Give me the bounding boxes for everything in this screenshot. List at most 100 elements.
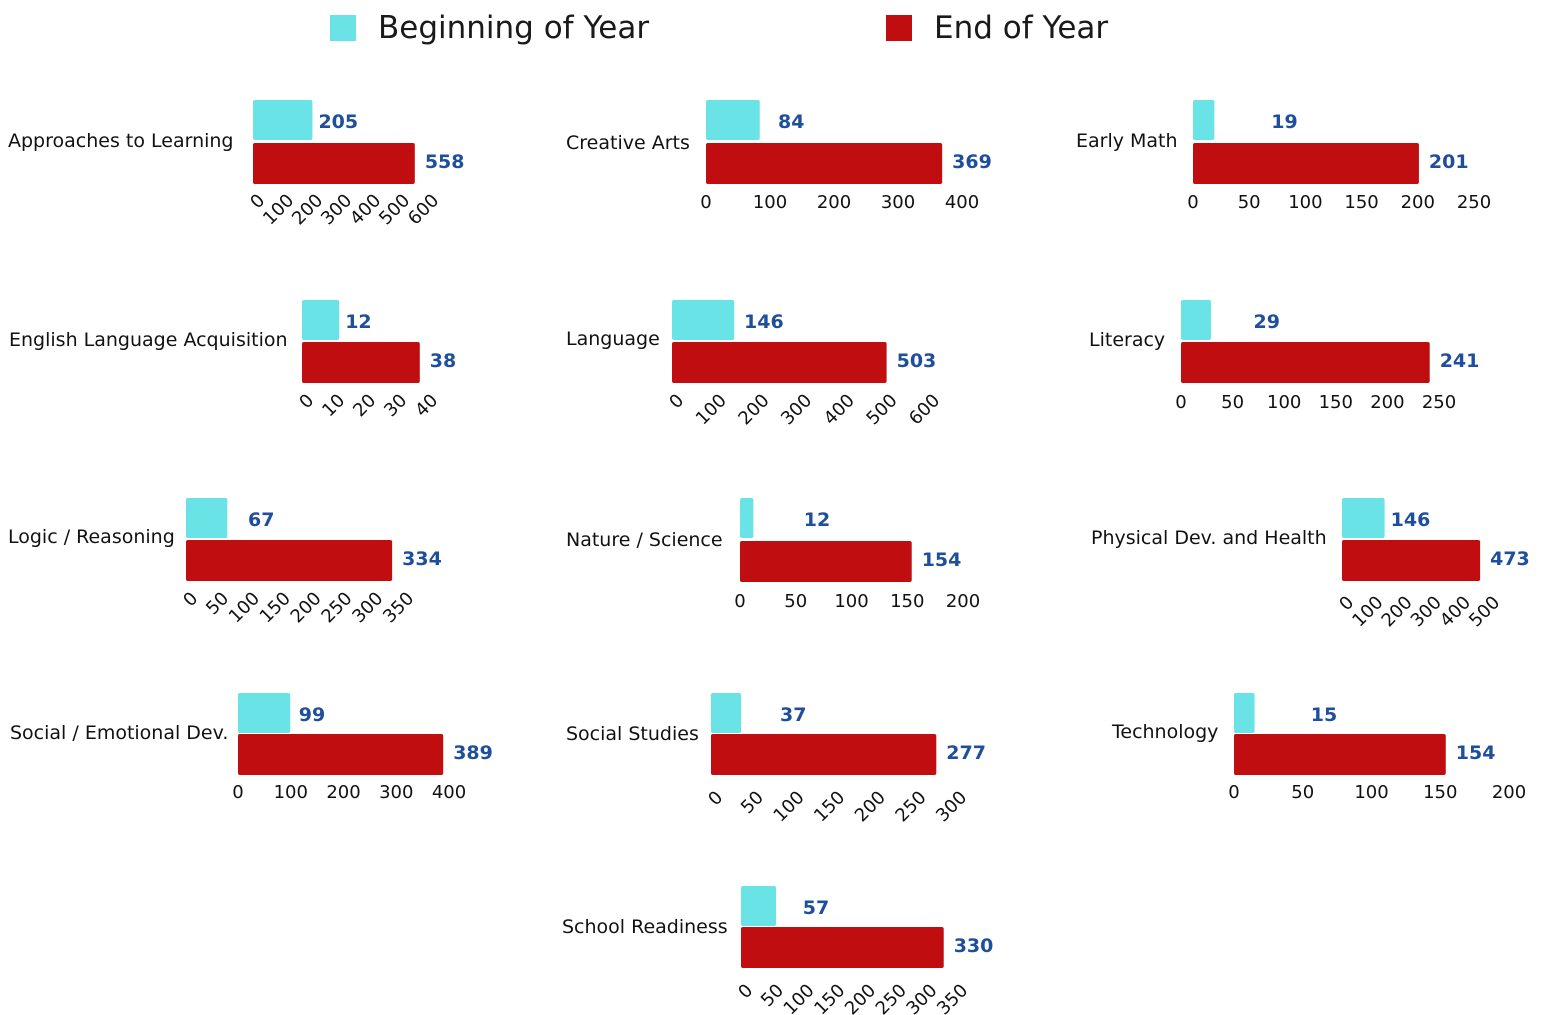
value-label-end: 503 xyxy=(897,350,937,372)
legend-swatch-beginning xyxy=(330,15,356,41)
bar-end-of-year[interactable] xyxy=(238,734,444,775)
tick-label: 0 xyxy=(734,980,757,1003)
tick-label: 20 xyxy=(349,390,380,421)
tick-label: 200 xyxy=(734,390,773,429)
category-label: Early Math xyxy=(1076,130,1178,152)
tick-label: 100 xyxy=(834,591,868,612)
bar-beginning-of-year[interactable] xyxy=(706,100,760,140)
tick-label: 300 xyxy=(932,787,971,826)
category-label: Literacy xyxy=(1089,329,1165,351)
tick-label: 50 xyxy=(1291,782,1314,803)
bar-end-of-year[interactable] xyxy=(1234,734,1446,775)
bar-end-of-year[interactable] xyxy=(1342,540,1481,581)
tick-label: 250 xyxy=(872,980,911,1015)
value-label-end: 473 xyxy=(1490,548,1530,570)
value-label-end: 241 xyxy=(1440,350,1480,372)
bar-beginning-of-year[interactable] xyxy=(186,498,228,538)
tick-label: 0 xyxy=(704,787,727,810)
tick-label: 0 xyxy=(1228,782,1239,803)
tick-label: 300 xyxy=(379,782,413,803)
tick-label: 600 xyxy=(404,190,443,229)
legend-item-end[interactable]: End of Year xyxy=(886,10,1108,46)
value-label-beginning: 29 xyxy=(1254,311,1280,333)
bar-end-of-year[interactable] xyxy=(706,143,943,184)
tick-label: 40 xyxy=(411,390,442,421)
bar-beginning-of-year[interactable] xyxy=(1193,100,1215,140)
tick-label: 200 xyxy=(1370,392,1404,413)
value-label-beginning: 84 xyxy=(778,111,804,133)
tick-label: 400 xyxy=(820,390,859,429)
value-label-end: 330 xyxy=(954,935,994,957)
tick-label: 200 xyxy=(946,591,980,612)
tick-label: 100 xyxy=(1354,782,1388,803)
value-label-beginning: 19 xyxy=(1271,111,1297,133)
bar-end-of-year[interactable] xyxy=(740,541,912,582)
value-label-beginning: 57 xyxy=(803,897,829,919)
value-label-end: 201 xyxy=(1429,151,1469,173)
tick-label: 300 xyxy=(777,390,816,429)
tick-label: 100 xyxy=(769,787,808,826)
bar-beginning-of-year[interactable] xyxy=(711,693,742,733)
bar-beginning-of-year[interactable] xyxy=(1234,693,1255,733)
panel-literacy: Literacy 29 241 0 50 100 150 200 250 xyxy=(1089,300,1479,413)
bar-beginning-of-year[interactable] xyxy=(1181,300,1211,340)
value-label-beginning: 146 xyxy=(1391,509,1431,531)
bar-beginning-of-year[interactable] xyxy=(1342,498,1385,538)
tick-label: 250 xyxy=(891,787,930,826)
tick-label: 150 xyxy=(1344,192,1378,213)
tick-label: 400 xyxy=(432,782,466,803)
tick-label: 250 xyxy=(317,588,356,627)
legend-item-beginning[interactable]: Beginning of Year xyxy=(330,10,649,46)
bar-end-of-year[interactable] xyxy=(1193,143,1419,184)
tick-label: 300 xyxy=(902,980,941,1015)
tick-label: 500 xyxy=(862,390,901,429)
tick-label: 250 xyxy=(1457,192,1491,213)
bar-end-of-year[interactable] xyxy=(1181,342,1430,383)
value-label-beginning: 15 xyxy=(1311,704,1337,726)
bar-beginning-of-year[interactable] xyxy=(238,693,291,733)
tick-label: 250 xyxy=(1422,392,1456,413)
tick-label: 200 xyxy=(1401,192,1435,213)
tick-label: 0 xyxy=(1187,192,1198,213)
panel-approaches-to-learning: Approaches to Learning205558010020030040… xyxy=(8,100,464,229)
value-label-end: 334 xyxy=(402,548,442,570)
bar-beginning-of-year[interactable] xyxy=(253,100,313,140)
value-label-beginning: 99 xyxy=(299,704,325,726)
bar-beginning-of-year[interactable] xyxy=(302,300,340,340)
legend-label-end: End of Year xyxy=(934,10,1109,46)
category-label: English Language Acquisition xyxy=(9,329,288,351)
tick-label: 50 xyxy=(1238,192,1261,213)
tick-label: 200 xyxy=(326,782,360,803)
bar-end-of-year[interactable] xyxy=(672,342,887,383)
tick-label: 50 xyxy=(1221,392,1244,413)
tick-label: 150 xyxy=(890,591,924,612)
category-label: Social / Emotional Dev. xyxy=(10,722,228,744)
bar-beginning-of-year[interactable] xyxy=(741,886,777,926)
tick-label: 150 xyxy=(1423,782,1457,803)
bar-end-of-year[interactable] xyxy=(711,734,937,775)
tick-label: 400 xyxy=(945,192,979,213)
value-label-end: 154 xyxy=(1456,742,1496,764)
legend: Beginning of Year End of Year xyxy=(0,0,1541,60)
value-label-beginning: 67 xyxy=(248,509,274,531)
panel-social-studies: Social Studies 37 277 0 50 100 150 200 250 300 xyxy=(566,693,986,826)
value-label-beginning: 37 xyxy=(780,704,806,726)
tick-label: 0 xyxy=(295,390,318,413)
category-label: Approaches to Learning xyxy=(8,130,234,152)
bar-end-of-year[interactable] xyxy=(186,540,393,581)
value-label-end: 389 xyxy=(453,742,493,764)
value-label-end: 369 xyxy=(952,151,992,173)
tick-label: 0 xyxy=(700,192,711,213)
panel-english-language-acquisition: English Language Acquisition 12 38 0 10 20 30 4… xyxy=(9,300,456,421)
tick-label: 350 xyxy=(933,980,972,1015)
bar-end-of-year[interactable] xyxy=(741,927,944,968)
bar-beginning-of-year[interactable] xyxy=(740,498,754,538)
tick-label: 0 xyxy=(179,588,202,611)
bar-beginning-of-year[interactable] xyxy=(672,300,735,340)
category-label: Nature / Science xyxy=(566,529,723,551)
tick-label: 100 xyxy=(274,782,308,803)
bar-end-of-year[interactable] xyxy=(302,342,420,383)
bar-end-of-year[interactable] xyxy=(253,143,415,184)
